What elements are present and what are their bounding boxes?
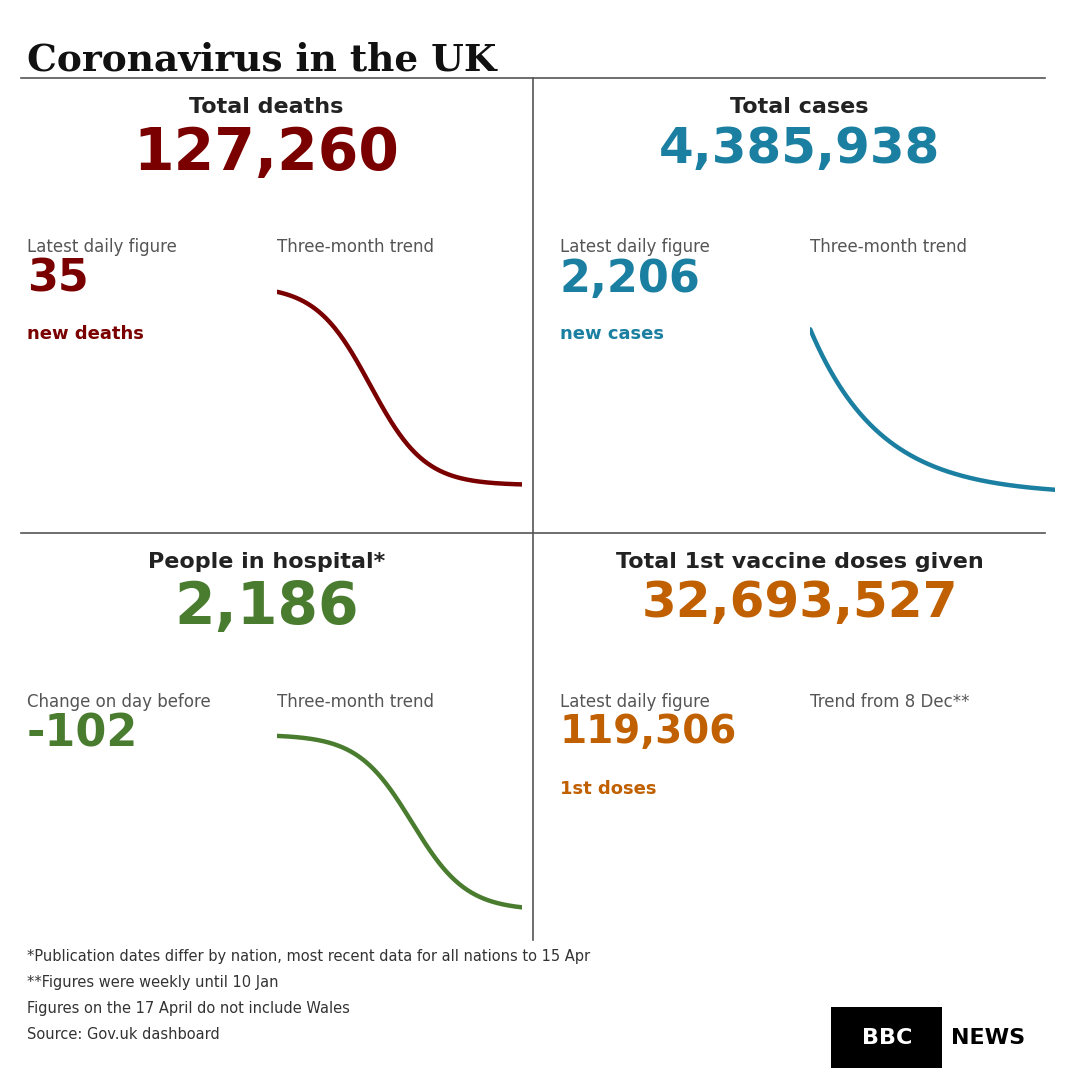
Text: *Publication dates differ by nation, most recent data for all nations to 15 Apr: *Publication dates differ by nation, mos… <box>27 949 589 964</box>
Text: 4,385,938: 4,385,938 <box>659 125 940 172</box>
Text: 1st doses: 1st doses <box>560 780 657 798</box>
Text: Latest daily figure: Latest daily figure <box>560 238 710 257</box>
Text: BBC: BBC <box>861 1028 912 1047</box>
Text: 127,260: 127,260 <box>133 125 400 182</box>
Text: Coronavirus in the UK: Coronavirus in the UK <box>27 41 496 78</box>
Text: Total deaths: Total deaths <box>190 97 343 117</box>
Text: Latest daily figure: Latest daily figure <box>560 693 710 712</box>
Text: new deaths: new deaths <box>27 325 144 343</box>
Text: NEWS: NEWS <box>951 1028 1025 1047</box>
Text: Three-month trend: Three-month trend <box>277 238 434 257</box>
Text: Change on day before: Change on day before <box>27 693 210 712</box>
Text: 32,693,527: 32,693,527 <box>642 579 957 627</box>
Text: Three-month trend: Three-month trend <box>277 693 434 712</box>
Text: People in hospital*: People in hospital* <box>148 552 385 572</box>
Text: Figures on the 17 April do not include Wales: Figures on the 17 April do not include W… <box>27 1001 350 1016</box>
Text: Latest daily figure: Latest daily figure <box>27 238 177 257</box>
Text: 2,206: 2,206 <box>560 258 700 301</box>
Text: Trend from 8 Dec**: Trend from 8 Dec** <box>810 693 970 712</box>
Text: 119,306: 119,306 <box>560 713 737 751</box>
Text: Total cases: Total cases <box>730 97 869 117</box>
Text: 2,186: 2,186 <box>174 579 359 637</box>
Bar <box>831 1007 942 1068</box>
Text: Three-month trend: Three-month trend <box>810 238 967 257</box>
Text: 35: 35 <box>27 258 88 301</box>
Text: **Figures were weekly until 10 Jan: **Figures were weekly until 10 Jan <box>27 975 278 990</box>
Text: -102: -102 <box>27 713 138 756</box>
Text: Total 1st vaccine doses given: Total 1st vaccine doses given <box>616 552 983 572</box>
Text: new cases: new cases <box>560 325 664 343</box>
Text: Source: Gov.uk dashboard: Source: Gov.uk dashboard <box>27 1027 220 1042</box>
